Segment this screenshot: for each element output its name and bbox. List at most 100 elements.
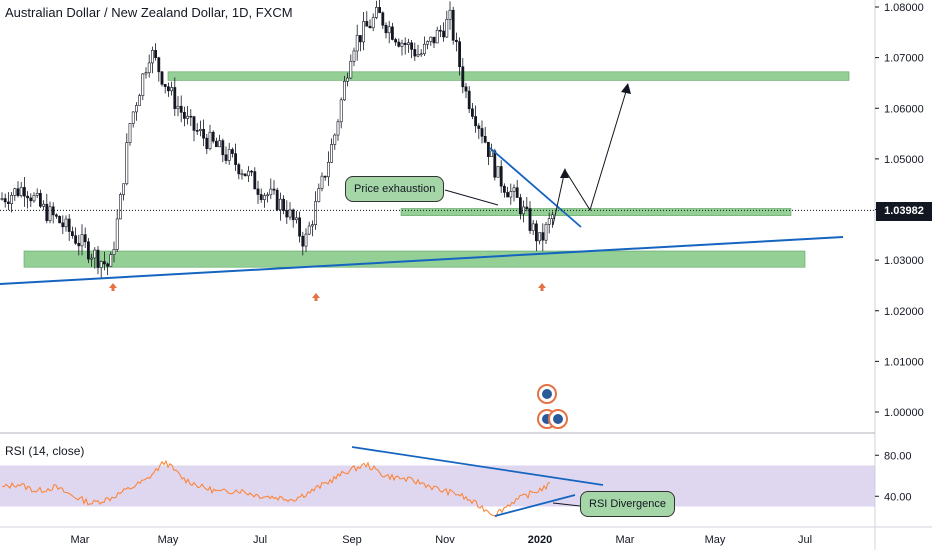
candle-body <box>451 9 455 41</box>
candle-body <box>240 173 244 176</box>
candle-body <box>243 173 247 177</box>
price-tick-label: 1.07000 <box>884 53 924 65</box>
candle-body <box>269 188 273 196</box>
price-tick-label: 1.02000 <box>884 306 924 318</box>
candle-body <box>112 249 116 255</box>
candle-body <box>54 214 58 217</box>
candle-body <box>496 166 500 178</box>
candle-body <box>531 223 535 231</box>
time-tick-label: Mar <box>71 534 90 546</box>
candle-body <box>45 203 49 221</box>
swing-low-arrow-icon <box>109 283 117 291</box>
candle-body <box>99 261 103 268</box>
candle-body <box>205 137 209 149</box>
candle-body <box>307 225 311 235</box>
candle-body <box>317 188 321 202</box>
candle-body <box>87 241 90 260</box>
projection-arrowhead <box>560 168 569 178</box>
price-exhaustion-callout: Price exhaustion <box>345 176 445 202</box>
support-resistance-zone <box>167 71 850 81</box>
candle-body <box>464 86 468 92</box>
swing-low-arrow-icon <box>538 283 546 291</box>
candle-body <box>397 41 401 47</box>
candle-body <box>138 95 142 106</box>
time-tick-label: May <box>158 534 179 546</box>
candle-body <box>528 208 532 231</box>
candle-body <box>512 187 516 192</box>
candle-body <box>458 41 462 68</box>
candle-body <box>288 209 292 218</box>
candle-body <box>259 194 263 200</box>
candle-body <box>294 217 298 221</box>
candle-body <box>422 43 426 55</box>
candle-body <box>0 198 4 200</box>
time-tick-label: May <box>705 534 726 546</box>
candle-body <box>349 60 353 79</box>
candle-body <box>403 42 407 45</box>
candle-body <box>502 185 506 193</box>
candle-body <box>493 150 497 178</box>
candle-body <box>362 21 366 43</box>
candle-body <box>384 24 388 34</box>
candle-body <box>426 41 430 45</box>
swing-low-arrow-icon <box>312 293 320 301</box>
candle-body <box>432 36 436 44</box>
candle-body <box>371 17 375 29</box>
time-tick-label: Jul <box>253 534 267 546</box>
candle-body <box>381 12 385 26</box>
candle-body <box>256 188 260 195</box>
candle-body <box>416 54 420 57</box>
candle-body <box>410 42 414 50</box>
candle-body <box>167 86 170 92</box>
rsi-tick-label: 40.00 <box>884 491 912 503</box>
candle-body <box>154 50 158 58</box>
candle-body <box>365 21 369 27</box>
candle-body <box>13 188 17 196</box>
candle-body <box>278 198 282 211</box>
callout-pointer <box>552 502 581 507</box>
projection-arrowhead <box>621 83 631 94</box>
candle-body <box>131 111 135 124</box>
candle-body <box>74 235 78 244</box>
candle-body <box>406 42 410 45</box>
candle-body <box>477 125 481 129</box>
candle-body <box>429 36 433 42</box>
candle-body <box>35 193 39 196</box>
candle-body <box>400 42 404 47</box>
candle-body <box>199 129 202 131</box>
rsi-divergence-trendline <box>351 446 604 486</box>
candle-body <box>413 49 417 57</box>
candle-body <box>22 187 26 197</box>
candle-body <box>51 206 55 216</box>
candle-body <box>64 218 68 228</box>
rsi-divergence-trendline <box>494 494 576 517</box>
candle-body <box>374 7 378 18</box>
rsi-indicator-label[interactable]: RSI (14, close) <box>5 444 85 458</box>
price-tick-label: 1.05000 <box>884 154 924 166</box>
candle-body <box>32 195 36 202</box>
rsi-line <box>1 459 551 518</box>
candle-body <box>438 29 442 32</box>
candle-body <box>330 144 334 163</box>
candle-body <box>339 99 343 123</box>
candle-body <box>90 257 94 260</box>
candle-body <box>470 108 474 117</box>
current-price-badge: 1.03982 <box>876 202 932 221</box>
candle-body <box>71 231 74 237</box>
candle-body <box>310 224 314 227</box>
candle-body <box>80 234 84 247</box>
candle-body <box>534 223 538 242</box>
candle-body <box>115 218 119 250</box>
candle-body <box>272 188 276 191</box>
candle-body <box>224 154 228 161</box>
candle-body <box>19 187 23 196</box>
candle-body <box>509 191 513 198</box>
candle-body <box>173 87 177 109</box>
candle-body <box>151 50 154 64</box>
callout-pointer <box>444 189 499 206</box>
price-tick-label: 1.00000 <box>884 407 924 419</box>
candle-body <box>83 234 87 243</box>
candle-body <box>352 50 356 62</box>
candle-body <box>144 72 148 75</box>
